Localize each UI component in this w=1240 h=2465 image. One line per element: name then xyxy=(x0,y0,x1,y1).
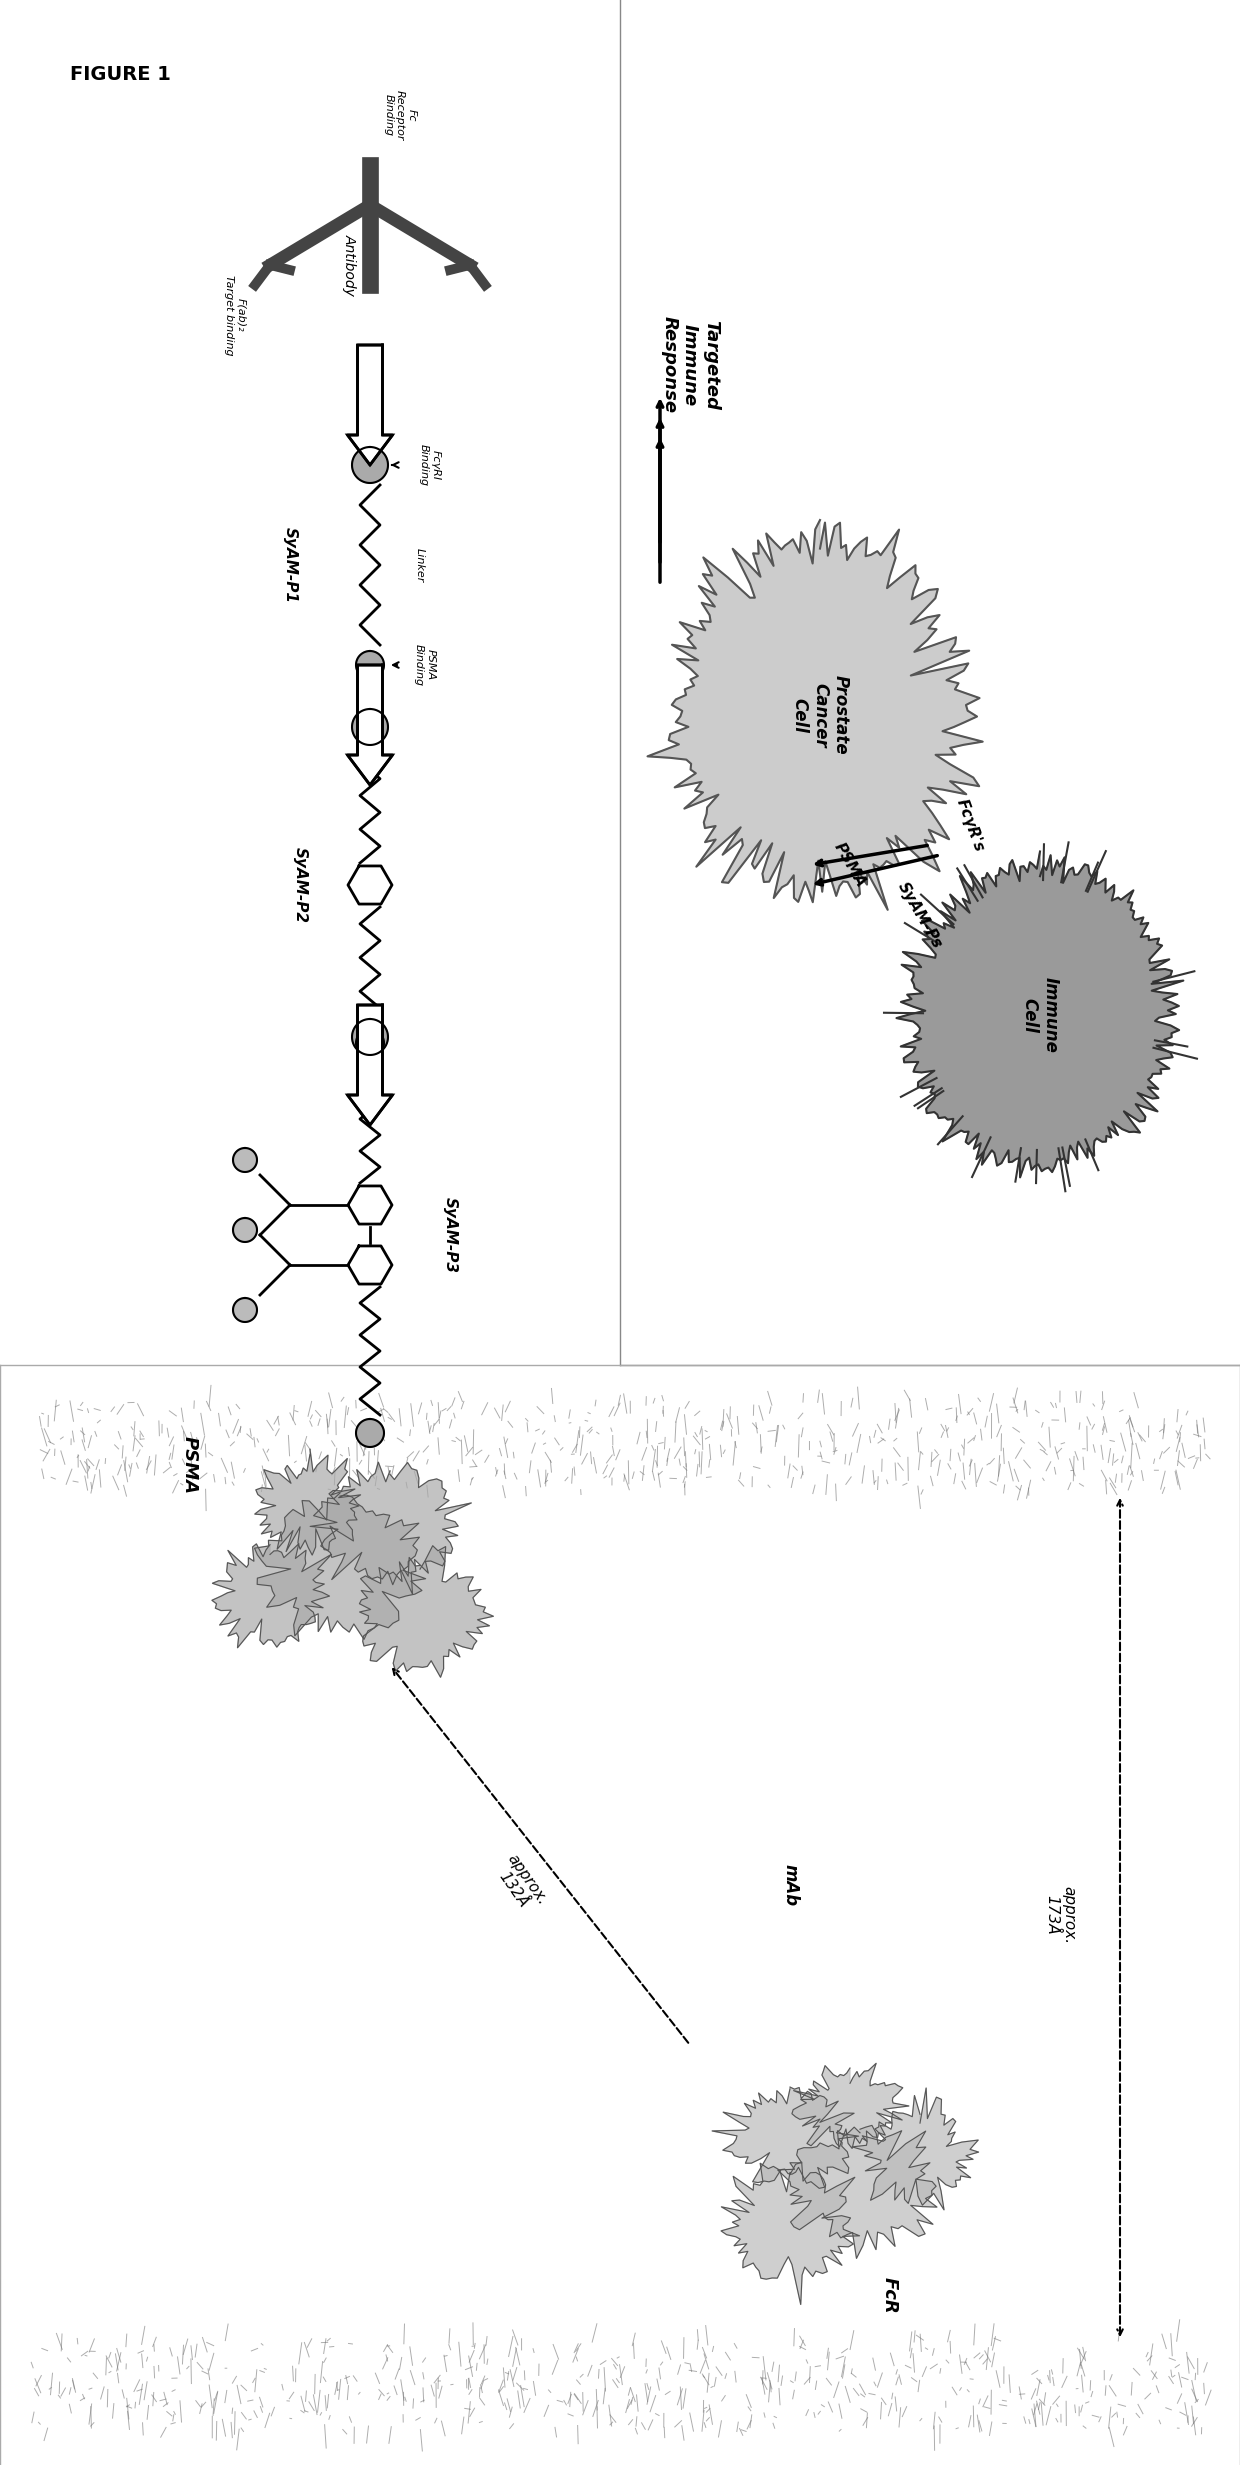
Polygon shape xyxy=(792,2063,909,2149)
Text: mAb: mAb xyxy=(781,1864,799,1905)
Polygon shape xyxy=(356,1028,384,1057)
Polygon shape xyxy=(722,2162,859,2305)
Polygon shape xyxy=(647,520,983,910)
Polygon shape xyxy=(347,666,393,784)
Polygon shape xyxy=(897,850,1183,1178)
Polygon shape xyxy=(347,345,393,466)
Text: Immune
Cell: Immune Cell xyxy=(1021,976,1059,1053)
Polygon shape xyxy=(254,1494,425,1639)
Text: PSMA: PSMA xyxy=(831,841,869,890)
Polygon shape xyxy=(352,710,388,744)
Text: approx.
132Å: approx. 132Å xyxy=(490,1851,551,1918)
Polygon shape xyxy=(360,1546,494,1676)
Polygon shape xyxy=(233,1149,257,1171)
Text: F(ab)₂
Target binding: F(ab)₂ Target binding xyxy=(224,274,246,355)
Text: Targeted
Immune
Response: Targeted Immune Response xyxy=(660,316,719,414)
Polygon shape xyxy=(212,1543,331,1647)
Polygon shape xyxy=(352,1018,388,1055)
Polygon shape xyxy=(233,1218,257,1242)
Text: Prostate
Cancer
Cell: Prostate Cancer Cell xyxy=(790,675,849,754)
Polygon shape xyxy=(347,1006,393,1124)
Text: FcγRI
Binding: FcγRI Binding xyxy=(419,444,440,486)
Text: SyAM-P1: SyAM-P1 xyxy=(283,528,298,604)
Text: SyAM-Ps: SyAM-Ps xyxy=(895,880,945,951)
Text: PSMA: PSMA xyxy=(181,1437,198,1494)
Polygon shape xyxy=(777,2125,937,2258)
Polygon shape xyxy=(233,1299,257,1321)
Text: FcγR's: FcγR's xyxy=(954,796,987,853)
Text: Fc
Receptor
Binding: Fc Receptor Binding xyxy=(383,89,417,141)
Text: SyAM-P2: SyAM-P2 xyxy=(293,848,308,922)
Polygon shape xyxy=(356,651,384,678)
Text: PSMA
Binding: PSMA Binding xyxy=(414,643,435,685)
Text: Antibody: Antibody xyxy=(343,234,357,296)
Text: FIGURE 1: FIGURE 1 xyxy=(69,67,171,84)
Polygon shape xyxy=(356,1420,384,1447)
Polygon shape xyxy=(310,1462,471,1595)
Polygon shape xyxy=(712,2088,858,2189)
Text: SyAM-P3: SyAM-P3 xyxy=(443,1198,458,1272)
Polygon shape xyxy=(852,2088,978,2211)
Text: Linker: Linker xyxy=(415,547,425,582)
Polygon shape xyxy=(352,446,388,483)
Text: approx.
173Å: approx. 173Å xyxy=(1044,1886,1076,1945)
Text: FcR: FcR xyxy=(880,2278,899,2312)
Polygon shape xyxy=(254,1449,361,1555)
